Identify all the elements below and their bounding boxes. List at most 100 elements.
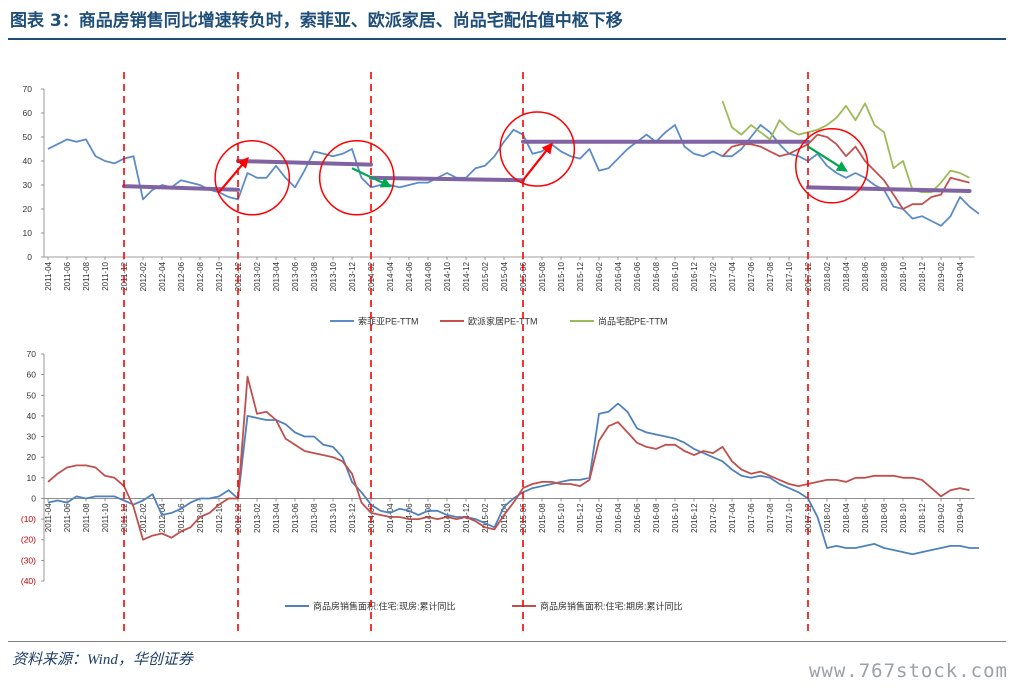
bottom-y-tick-label: 0 [31,493,36,503]
bottom-x-tick-label: 2017-10 [785,503,794,533]
bottom-x-tick-label: 2012-06 [177,503,186,533]
bottom-x-tick-label: 2016-04 [614,503,623,533]
top-x-tick-label: 2014-10 [443,261,452,291]
top-x-tick-label: 2012-08 [196,261,205,291]
bottom-x-tick-label: 2016-12 [690,503,699,533]
bottom-x-tick-label: 2018-10 [899,503,908,533]
sales-yoy-chart: 70 60 50 40 30 20 10 0 (10) (20) (30) (40) 2011-04 20… [21,349,979,612]
oppein-legend-label: 欧派家居PE-TTM [468,316,538,327]
top-x-tick-label: 2017-04 [728,261,737,291]
top-x-tick-label: 2016-06 [633,261,642,291]
bottom-x-tick-label: 2013-02 [253,503,262,533]
shangpin-legend-label: 尚品宅配PE-TTM [598,316,668,327]
highlight-circle [499,111,576,187]
bottom-x-tick-label: 2016-06 [633,503,642,533]
sofia-pe-line [47,124,980,227]
bottom-x-tick-label: 2017-06 [747,503,756,533]
bottom-y-tick-label: 10 [27,473,37,483]
bottom-y-tick-label: 40 [27,411,37,421]
top-x-tick-label: 2018-06 [861,261,870,291]
top-x-tick-label: 2012-02 [139,261,148,291]
top-x-tick-label: 2013-06 [291,261,300,291]
up-arrow-icon [218,156,249,193]
top-x-tick-label: 2016-04 [614,261,623,291]
top-x-tick-label: 2014-06 [405,261,414,291]
top-y-tick-label: 50 [23,132,33,142]
bottom-x-tick-label: 2017-08 [766,503,775,533]
existing-housing-legend-label: 商品房销售面积:住宅:现房:累计同比 [313,601,456,612]
presale-housing-yoy-line [47,375,970,541]
down-arrow-icon [807,145,848,172]
title-rule [8,38,1006,40]
top-x-tick-label: 2016-08 [652,261,661,291]
down-arrow-icon [351,167,392,188]
bottom-x-tick-label: 2019-02 [937,503,946,533]
bottom-x-tick-label: 2013-08 [310,503,319,533]
bottom-x-tick-label: 2012-08 [196,503,205,533]
presale-housing-legend-label: 商品房销售面积:住宅:期房:累计同比 [540,601,683,612]
bottom-y-tick-label: 70 [27,349,37,359]
bottom-x-tick-label: 2018-12 [918,503,927,533]
top-x-tick-label: 2019-04 [956,261,965,291]
source-rule [8,641,1006,642]
top-x-tick-label: 2012-04 [158,261,167,291]
top-y-tick-label: 10 [23,228,33,238]
top-x-tick-label: 2012-10 [215,261,224,291]
top-x-tick-label: 2014-08 [424,261,433,291]
bottom-x-tick-label: 2016-10 [671,503,680,533]
highlight-circle [214,140,291,216]
valuation-center-line [236,159,373,167]
bottom-y-tick-label: (30) [21,555,36,565]
bottom-x-tick-label: 2018-02 [823,503,832,533]
top-x-tick-label: 2018-10 [899,261,908,291]
top-x-tick-label: 2011-10 [101,261,110,290]
valuation-center-line [369,175,525,183]
source-note: 资料来源：Wind，华创证券 [12,652,193,668]
bottom-x-tick-label: 2017-02 [709,503,718,533]
bottom-y-tick-label: (20) [21,535,36,545]
pe-ttm-chart: 0 10 20 30 40 50 60 70 2011-04 2011-06 2011-08 2011… [23,84,980,327]
top-x-tick-label: 2015-12 [576,261,585,291]
bottom-x-tick-label: 2015-08 [538,503,547,533]
bottom-x-tick-label: 2012-04 [158,503,167,533]
top-x-tick-label: 2013-08 [310,261,319,291]
top-y-tick-label: 30 [23,180,33,190]
bottom-x-tick-label: 2015-10 [557,503,566,533]
annotation-overlay [123,72,869,632]
oppein-pe-line [721,133,970,210]
bottom-y-tick-label: 60 [27,370,37,380]
top-x-tick-label: 2013-04 [272,261,281,291]
bottom-x-tick-label: 2011-08 [82,503,91,532]
bottom-x-tick-label: 2012-02 [139,503,148,533]
bottom-x-tick-label: 2011-06 [63,503,72,532]
bottom-x-tick-label: 2015-02 [481,503,490,533]
bottom-x-tick-label: 2018-08 [880,503,889,533]
watermark: www.767stock.com [808,660,1008,682]
top-x-tick-label: 2016-12 [690,261,699,291]
bottom-y-tick-label: (10) [21,514,36,524]
top-x-tick-label: 2014-04 [386,261,395,291]
sofia-legend-label: 索菲亚PE-TTM [358,316,419,327]
top-x-tick-label: 2018-04 [842,261,851,291]
top-x-tick-label: 2017-10 [785,261,794,291]
top-x-tick-label: 2018-12 [918,261,927,291]
bottom-x-tick-label: 2015-12 [576,503,585,533]
top-x-tick-label: 2015-04 [500,261,509,291]
figure-title: 图表 3：商品房销售同比增速转负时，索菲亚、欧派家居、尚品宅配估值中枢下移 [10,11,623,31]
bottom-x-tick-label: 2013-04 [272,503,281,533]
top-x-tick-label: 2018-02 [823,261,832,291]
top-x-tick-label: 2017-06 [747,261,756,291]
valuation-center-line [122,184,240,192]
top-x-tick-label: 2013-02 [253,261,262,291]
top-x-tick-label: 2014-12 [462,261,471,291]
bottom-y-tick-label: 30 [27,432,37,442]
bottom-x-tick-label: 2017-04 [728,503,737,533]
top-x-tick-label: 2015-10 [557,261,566,291]
bottom-x-tick-label: 2016-08 [652,503,661,533]
top-x-tick-label: 2013-10 [329,261,338,291]
bottom-x-tick-label: 2015-04 [500,503,509,533]
top-y-tick-label: 20 [23,204,33,214]
bottom-y-tick-label: 20 [27,452,37,462]
bottom-x-tick-label: 2013-12 [348,503,357,533]
